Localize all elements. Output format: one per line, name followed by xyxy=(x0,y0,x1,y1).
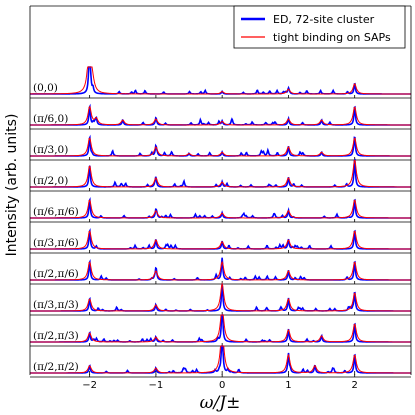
panel-label: (π/6,π/6) xyxy=(33,206,79,218)
tight-binding-series-line xyxy=(30,260,411,281)
panel-label: (π/6,0) xyxy=(33,113,68,125)
panel-label: (0,0) xyxy=(33,82,58,94)
tight-binding-series-line xyxy=(30,159,411,188)
ed-series-line xyxy=(30,134,411,157)
x-tick-label: 1 xyxy=(285,380,291,391)
tight-binding-series-line xyxy=(30,199,411,219)
tight-binding-series-line xyxy=(30,137,411,157)
spectrum-panel: (π/6,π/6) xyxy=(30,197,411,223)
tight-binding-series-line xyxy=(30,282,411,312)
x-tick-label: 0 xyxy=(219,380,225,391)
x-tick-label: −2 xyxy=(82,380,97,391)
panel-label: (π/2,0) xyxy=(33,175,68,187)
spectrum-panel: (π/3,π/3) xyxy=(30,282,411,316)
x-axis: −2 −1 0 1 2 xyxy=(29,6,412,391)
spectrum-panel: (π/2,π/2) xyxy=(30,345,411,378)
legend-box xyxy=(233,5,406,49)
panel-label: (π/3,π/3) xyxy=(33,299,79,311)
ed-series-line xyxy=(30,228,411,250)
spectrum-panel: (π/6,0) xyxy=(30,103,411,130)
ed-series-line xyxy=(30,283,411,312)
legend: ED, 72-site cluster tight binding on SAP… xyxy=(233,5,406,49)
spectrum-panel: (π/2,π/6) xyxy=(30,257,411,285)
spectrum-panel: (π/3,0) xyxy=(30,134,411,161)
ed-series-line xyxy=(30,257,411,281)
ed-series-line xyxy=(30,66,411,95)
panel-label: (π/3,0) xyxy=(33,144,68,156)
spectrum-panel: (π/2,0) xyxy=(30,158,411,192)
legend-label-ed: ED, 72-site cluster xyxy=(273,13,375,26)
tight-binding-series-line xyxy=(30,230,411,250)
legend-label-tb: tight binding on SAPs xyxy=(273,31,391,44)
panel-label: (π/2,π/6) xyxy=(33,268,79,280)
spectra-panels: (0,0) (π/6,0) (π/3,0) (π/2,0) (π/6,π/6) (π/3,… xyxy=(30,5,411,378)
tight-binding-series-line xyxy=(30,106,411,126)
panel-label: (π/2,π/2) xyxy=(33,361,79,373)
y-axis-title: Intensity (arb. units) xyxy=(4,114,20,257)
x-tick-label: 2 xyxy=(351,380,357,391)
x-tick-label: −1 xyxy=(149,380,164,391)
panel-label: (π/3,π/6) xyxy=(33,237,79,249)
tight-binding-series-line xyxy=(30,66,411,95)
x-axis-title: ω/J± xyxy=(200,393,241,413)
spectrum-panel: (π/2,π/3) xyxy=(30,314,411,347)
tight-binding-series-line xyxy=(30,345,411,374)
tight-binding-series-line xyxy=(30,314,411,343)
spectrum-panel: (π/3,π/6) xyxy=(30,228,411,254)
ed-series-line xyxy=(30,345,411,374)
ed-series-line xyxy=(30,314,411,343)
panel-label: (π/2,π/3) xyxy=(33,330,79,342)
